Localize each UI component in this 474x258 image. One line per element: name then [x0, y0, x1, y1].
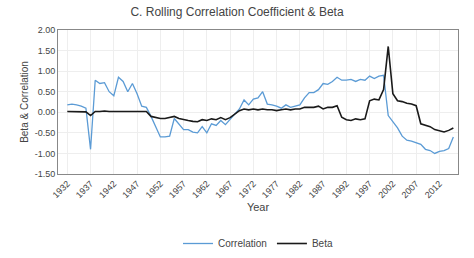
svg-text:-1.00: -1.00 [35, 149, 56, 159]
svg-text:1972: 1972 [237, 179, 258, 200]
svg-text:0.50: 0.50 [38, 87, 56, 97]
svg-text:2007: 2007 [400, 179, 421, 200]
svg-text:2.00: 2.00 [38, 25, 56, 35]
svg-text:1987: 1987 [306, 179, 327, 200]
svg-text:1977: 1977 [260, 179, 281, 200]
svg-text:Beta: Beta [312, 238, 333, 249]
svg-text:Beta & Correlation: Beta & Correlation [19, 61, 30, 143]
svg-text:-1.50: -1.50 [35, 169, 56, 179]
svg-text:1937: 1937 [74, 179, 95, 200]
svg-text:1947: 1947 [120, 179, 141, 200]
svg-text:C. Rolling Correlation Coeffic: C. Rolling Correlation Coefficient & Bet… [130, 5, 344, 19]
svg-text:1952: 1952 [144, 179, 165, 200]
svg-text:1967: 1967 [213, 179, 234, 200]
svg-text:1962: 1962 [190, 179, 211, 200]
svg-text:-0.50: -0.50 [35, 128, 56, 138]
svg-text:Year: Year [247, 201, 270, 213]
svg-text:1.50: 1.50 [38, 46, 56, 56]
svg-text:1992: 1992 [330, 179, 351, 200]
svg-text:0.00: 0.00 [38, 107, 56, 117]
svg-text:1997: 1997 [353, 179, 374, 200]
svg-text:2002: 2002 [376, 179, 397, 200]
svg-text:1932: 1932 [51, 179, 72, 200]
svg-text:2012: 2012 [423, 179, 444, 200]
svg-text:Correlation: Correlation [218, 238, 267, 249]
svg-text:1957: 1957 [167, 179, 188, 200]
svg-text:1982: 1982 [283, 179, 304, 200]
svg-text:1942: 1942 [97, 179, 118, 200]
svg-text:1.00: 1.00 [38, 66, 56, 76]
